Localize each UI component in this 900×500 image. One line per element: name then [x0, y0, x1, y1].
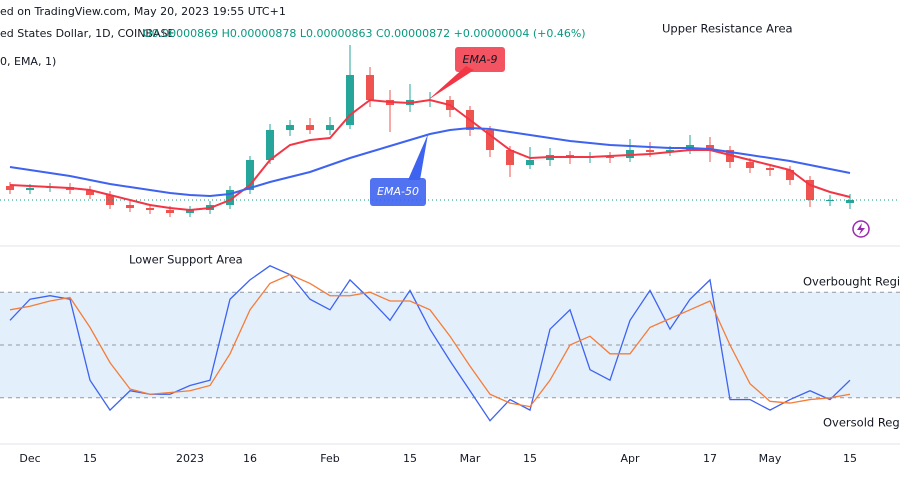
candle-body: [506, 150, 514, 165]
header-indicator: 0, EMA, 1): [0, 55, 56, 68]
x-tick-label: Dec: [19, 452, 40, 465]
x-tick-label: 17: [703, 452, 717, 465]
annotation: Oversold Regio: [823, 416, 900, 430]
candle-body: [106, 195, 114, 205]
header-ohlc: O0.00000869 H0.00000878 L0.00000863 C0.0…: [143, 27, 586, 40]
candle-body: [346, 75, 354, 125]
x-tick-label: Apr: [620, 452, 640, 465]
x-tick-label: 15: [403, 452, 417, 465]
series-label-box: [455, 47, 505, 72]
candle-body: [86, 190, 94, 195]
candle-body: [326, 125, 334, 130]
candle-body: [146, 208, 154, 210]
candle-body: [706, 145, 714, 150]
candle-body: [786, 170, 794, 180]
candle-body: [166, 210, 174, 213]
candle-body: [806, 180, 814, 200]
label-pointer: [408, 134, 428, 180]
alert-icon[interactable]: [852, 220, 870, 238]
x-tick-label: Feb: [320, 452, 339, 465]
x-tick-label: 15: [843, 452, 857, 465]
x-tick-label: May: [759, 452, 782, 465]
candle-body: [266, 130, 274, 160]
series-label: EMA-9: [463, 53, 498, 66]
series-label-box: [370, 178, 426, 206]
candle-body: [6, 186, 14, 190]
header-source: ed on TradingView.com, May 20, 2023 19:5…: [0, 5, 286, 18]
candle-body: [226, 190, 234, 205]
annotation: Upper Resistance Area: [662, 22, 793, 36]
candle-body: [366, 75, 374, 100]
x-tick-label: Mar: [460, 452, 481, 465]
label-pointer: [428, 66, 474, 100]
x-tick-label: 15: [83, 452, 97, 465]
candle-body: [526, 160, 534, 165]
candle-body: [846, 200, 854, 203]
x-tick-label: 15: [523, 452, 537, 465]
candle-body: [306, 125, 314, 130]
series-label: EMA-50: [377, 185, 419, 198]
candle-body: [606, 157, 614, 158]
annotation: Overbought Regio: [803, 275, 900, 289]
candle-body: [746, 162, 754, 168]
header-symbol: ed States Dollar, 1D, COINBASE: [0, 27, 174, 40]
candle-body: [286, 125, 294, 130]
series-line: [9, 126, 851, 198]
candle-body: [186, 210, 194, 213]
alert-icon-bolt: [857, 223, 865, 235]
candle-body: [26, 188, 34, 190]
candle-body: [766, 168, 774, 170]
candle-body: [126, 205, 134, 208]
candle-body: [486, 130, 494, 150]
candle-body: [826, 200, 834, 201]
x-tick-label: 2023: [176, 452, 204, 465]
band-layer: [0, 291, 900, 399]
candle-body: [246, 160, 254, 190]
x-tick-label: 16: [243, 452, 257, 465]
annotation: Lower Support Area: [129, 253, 243, 267]
series-line: [9, 273, 851, 408]
candle-body: [646, 150, 654, 152]
